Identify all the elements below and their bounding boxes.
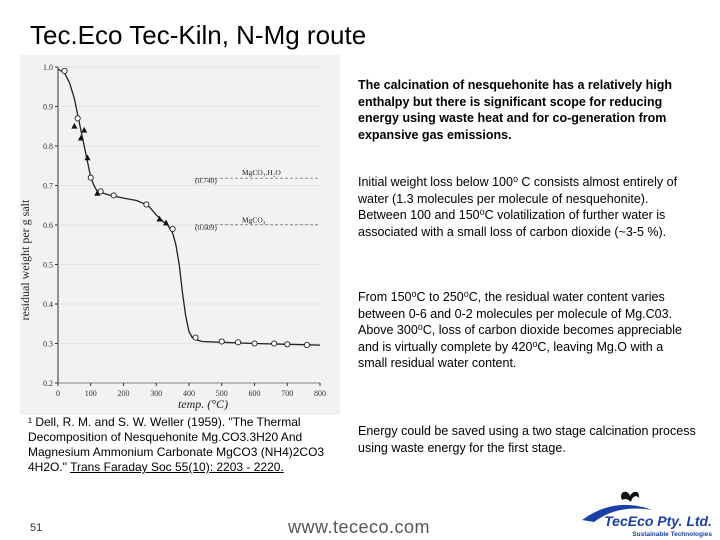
- y-axis-label: residual weight per g salt: [20, 199, 32, 320]
- slide-title: Tec.Eco Tec-Kiln, N-Mg route: [30, 20, 367, 50]
- tga-chart: 1.0 0.9 0.8 0.7 0.6 0.5 0.4 0.3 0.2 0 100 200 300 400…: [20, 55, 340, 415]
- data-point-circle: [87, 174, 94, 181]
- x-tick-label: 400: [183, 389, 195, 398]
- annotation-value: (0.609): [195, 223, 217, 232]
- y-tick-label: 0.6: [43, 221, 53, 230]
- x-tick-label: 300: [150, 389, 162, 398]
- annotation-label: MgCO₃.H₂O: [242, 168, 281, 177]
- data-point-circle: [303, 342, 310, 349]
- page-number: 51: [30, 522, 43, 534]
- paragraph-initial-weight-loss: Initial weight loss below 100⁰ C consist…: [358, 175, 678, 239]
- data-point-circle: [110, 192, 117, 199]
- swoosh-icon: [582, 504, 652, 522]
- website-url[interactable]: www.tececo.com: [288, 517, 431, 537]
- paragraph-residual-water: From 150⁰C to 250⁰C, the residual water …: [358, 290, 682, 370]
- data-point-triangle: [163, 219, 170, 226]
- data-point-circle: [169, 225, 176, 232]
- data-point-circle: [284, 341, 291, 348]
- data-point-triangle: [84, 154, 91, 161]
- data-point-circle: [235, 339, 242, 346]
- data-point-triangle: [94, 190, 101, 196]
- data-point-circle: [143, 201, 150, 208]
- data-point-circle: [251, 340, 258, 347]
- tececo-logo: TecEco Pty. Ltd. Sustainable Technologie…: [560, 488, 720, 540]
- x-axis-label: temp. (°C): [178, 397, 228, 411]
- y-tick-label: 0.4: [43, 300, 53, 309]
- y-tick-label: 0.8: [43, 142, 53, 151]
- logo-name: TecEco Pty. Ltd.: [604, 513, 712, 529]
- y-tick-label: 0.9: [43, 103, 53, 112]
- paragraph-energy-saving: Energy could be saved using a two stage …: [358, 424, 696, 455]
- x-tick-label: 200: [118, 389, 130, 398]
- x-tick-label: 600: [249, 389, 261, 398]
- data-point-circle: [192, 334, 199, 341]
- x-tick-label: 100: [85, 389, 97, 398]
- y-tick-label: 0.3: [43, 340, 53, 349]
- bird-icon: [621, 491, 640, 502]
- y-tick-label: 0.7: [43, 182, 53, 191]
- data-point-triangle: [71, 122, 78, 129]
- data-point-triangle: [77, 134, 84, 141]
- y-tick-label: 0.5: [43, 261, 53, 270]
- x-tick-label: 700: [281, 389, 293, 398]
- data-point-circle: [271, 340, 278, 347]
- annotation-label: MgCO₃: [242, 216, 266, 225]
- data-point-triangle: [81, 126, 88, 133]
- annotation-value: (0.740): [195, 176, 217, 185]
- x-tick-label: 800: [314, 389, 326, 398]
- y-tick-label: 1.0: [43, 63, 53, 72]
- data-point-circle: [218, 338, 225, 345]
- data-point-circle: [74, 115, 81, 122]
- x-tick-label: 500: [216, 389, 228, 398]
- data-point-circle: [61, 67, 68, 75]
- logo-tagline: Sustainable Technologies: [632, 531, 712, 538]
- data-point-triangle: [156, 215, 163, 222]
- paragraph-calcination: The calcination of nesquehonite has a re…: [358, 78, 672, 142]
- reference-citation[interactable]: Trans Faraday Soc 55(10): 2203 - 2220.: [70, 460, 284, 474]
- reference-footnote: ¹ Dell, R. M. and S. W. Weller (1959). "…: [28, 415, 343, 475]
- reference-text: ¹ Dell, R. M. and S. W. Weller (1959). "…: [28, 415, 325, 474]
- y-tick-label: 0.2: [43, 379, 53, 388]
- x-tick-label: 0: [56, 389, 60, 398]
